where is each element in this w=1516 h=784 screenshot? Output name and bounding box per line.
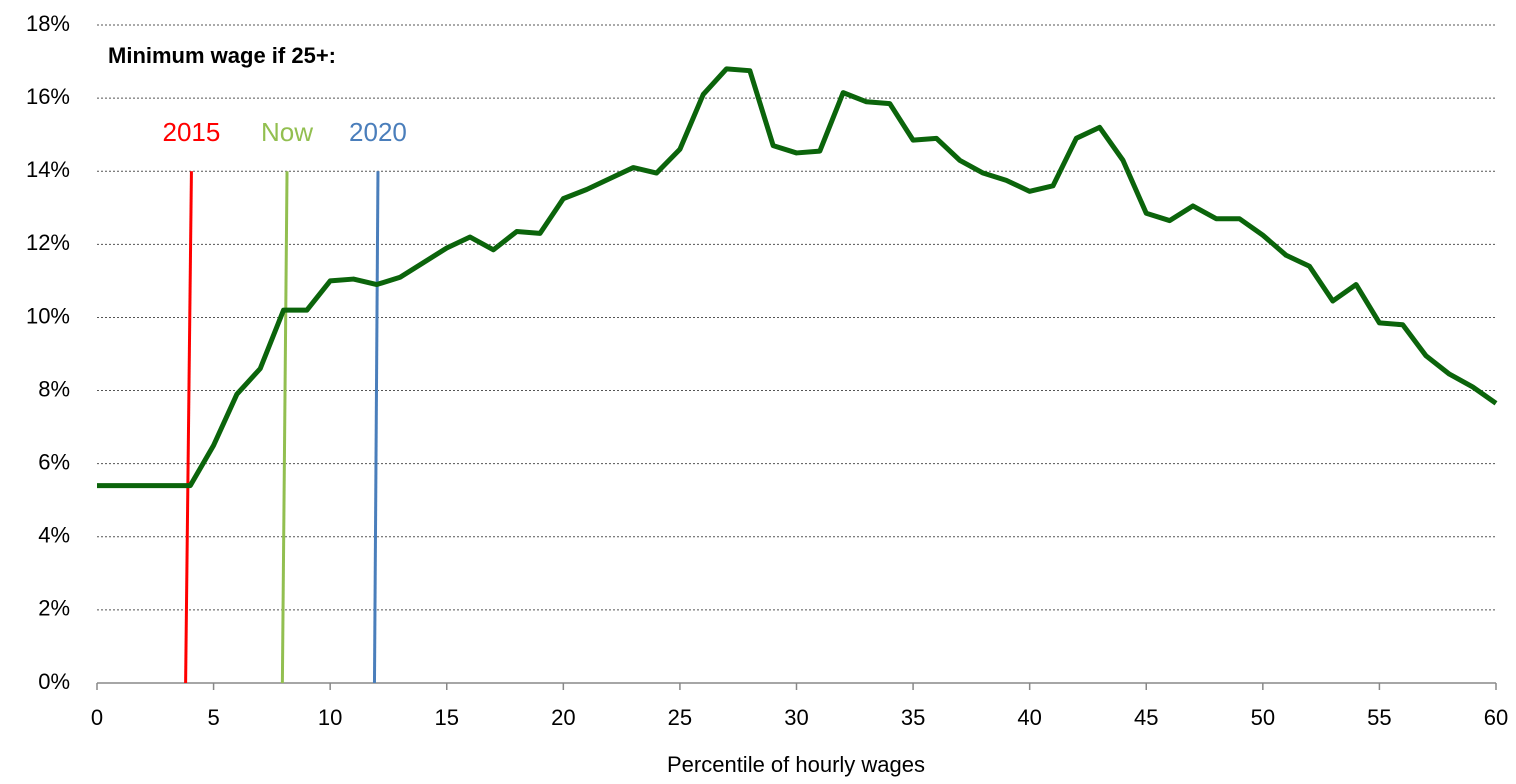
y-tick-label: 8% (38, 376, 70, 401)
x-tick-label: 15 (435, 705, 459, 730)
y-tick-label: 18% (26, 11, 70, 36)
x-tick-label: 0 (91, 705, 103, 730)
y-tick-label: 14% (26, 157, 70, 182)
y-tick-label: 0% (38, 669, 70, 694)
x-tick-label: 35 (901, 705, 925, 730)
y-tick-label: 12% (26, 230, 70, 255)
marker-line (372, 171, 380, 684)
x-tick-label: 55 (1367, 705, 1391, 730)
y-tick-label: 2% (38, 596, 70, 621)
marker-line (280, 171, 289, 684)
annotation: Minimum wage if 25+: (108, 43, 336, 68)
marker-line (184, 171, 193, 684)
x-tick-label: 20 (551, 705, 575, 730)
marker-label: 2015 (163, 117, 221, 147)
x-tick-label: 60 (1484, 705, 1508, 730)
marker-label: Now (261, 117, 313, 147)
x-axis-label: Percentile of hourly wages (667, 752, 925, 777)
marker-label: 2020 (349, 117, 407, 147)
x-tick-label: 5 (207, 705, 219, 730)
y-tick-label: 6% (38, 449, 70, 474)
data-line (97, 66, 1498, 489)
x-tick-label: 25 (668, 705, 692, 730)
x-tick-label: 30 (784, 705, 808, 730)
x-tick-label: 10 (318, 705, 342, 730)
y-tick-label: 10% (26, 303, 70, 328)
y-tick-label: 16% (26, 84, 70, 109)
x-tick-label: 40 (1017, 705, 1041, 730)
x-tick-label: 50 (1251, 705, 1275, 730)
y-tick-label: 4% (38, 523, 70, 548)
x-tick-label: 45 (1134, 705, 1158, 730)
